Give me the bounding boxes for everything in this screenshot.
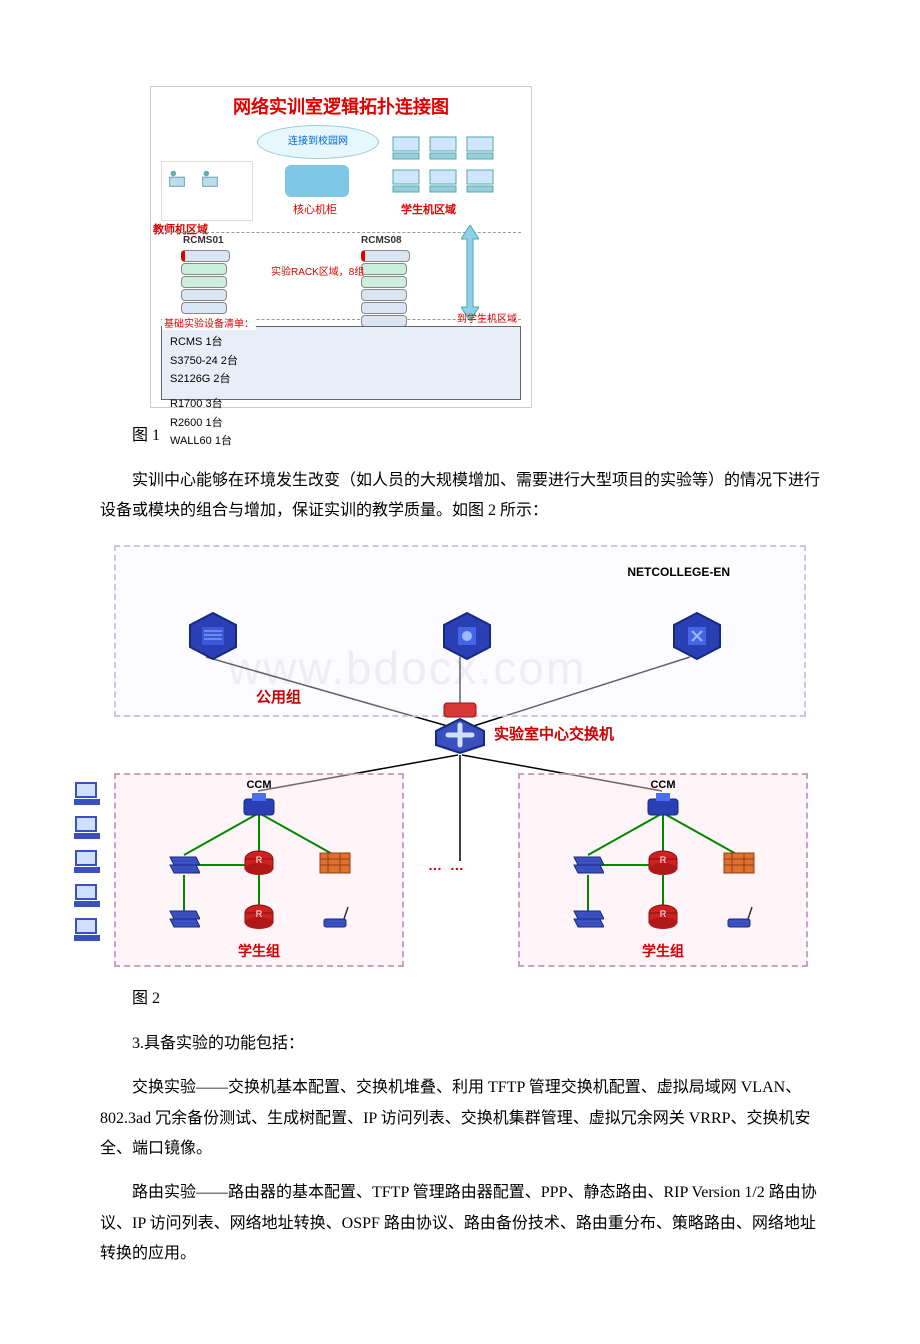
student-group-inner: R R bbox=[116, 775, 402, 965]
svg-text:R: R bbox=[660, 909, 667, 919]
pc-rack-icon bbox=[428, 135, 458, 164]
equipment-col-left: RCMS 1台 S3750-24 2台 S2126G 2台 bbox=[162, 327, 342, 389]
paragraph-routing: 路由实验——路由器的基本配置、TFTP 管理路由器配置、PPP、静态路由、RIP… bbox=[100, 1178, 820, 1269]
campus-cloud: 连接到校园网 bbox=[257, 125, 379, 159]
server-node-icon bbox=[186, 609, 240, 663]
equipment-row: S2126G 2台 bbox=[170, 370, 342, 389]
switch-icon bbox=[570, 847, 604, 877]
equipment-table: 基础实验设备清单： RCMS 1台 S3750-24 2台 S2126G 2台 … bbox=[161, 326, 521, 400]
figure-1: 网络实训室逻辑拓扑连接图 连接到校园网 教师机区域 核心机柜 bbox=[150, 86, 820, 408]
equipment-row: RCMS 1台 bbox=[170, 333, 342, 352]
equipment-row: WALL60 1台 bbox=[170, 432, 342, 451]
to-student-label: 到学生机区域 bbox=[457, 310, 517, 325]
pc-rack-icon bbox=[465, 168, 495, 197]
center-switch-label: 实验室中心交换机 bbox=[494, 723, 614, 744]
pc-icon bbox=[72, 781, 102, 809]
figure-1-rack-area: RCMS01 RCMS08 实验RACK区域，8组 到学生机区域 bbox=[161, 232, 521, 320]
ap-icon bbox=[722, 901, 756, 931]
ccm-switch-icon bbox=[646, 791, 680, 821]
ellipsis: … … bbox=[428, 857, 466, 873]
figure-2-caption: 图 2 bbox=[100, 983, 820, 1015]
figure-2-diagram: www.bdocx.com NETCOLLEGE-EN 公用组 bbox=[108, 541, 808, 971]
student-group-label: 学生组 bbox=[642, 941, 684, 961]
pc-icon bbox=[72, 917, 102, 945]
pc-icon bbox=[72, 815, 102, 843]
pc-column bbox=[72, 775, 102, 951]
paragraph-switching: 交换实验——交换机基本配置、交换机堆叠、利用 TFTP 管理交换机配置、虚拟局域… bbox=[100, 1073, 820, 1164]
router-icon: R bbox=[646, 847, 680, 877]
equipment-row: R1700 3台 bbox=[170, 395, 342, 414]
paragraph-1: 实训中心能够在环境发生改变（如人员的大规模增加、需要进行大型项目的实验等）的情况… bbox=[100, 466, 820, 527]
rack-area-label: 实验RACK区域，8组 bbox=[271, 263, 364, 278]
student-group-inner: R R bbox=[520, 775, 806, 965]
svg-text:R: R bbox=[660, 855, 667, 865]
pc-icon bbox=[72, 849, 102, 877]
switch-icon bbox=[166, 847, 200, 877]
student-group-right: CCM R bbox=[518, 773, 808, 967]
public-group-label: 公用组 bbox=[256, 686, 301, 707]
server-node-icon bbox=[440, 609, 494, 663]
firewall-icon bbox=[318, 847, 352, 877]
svg-text:R: R bbox=[256, 855, 263, 865]
ccm-switch-icon bbox=[242, 791, 276, 821]
public-group-box: NETCOLLEGE-EN 公用组 bbox=[114, 545, 806, 717]
document-page: 网络实训室逻辑拓扑连接图 连接到校园网 教师机区域 核心机柜 bbox=[0, 0, 920, 1344]
pc-rack-icon bbox=[391, 135, 421, 164]
pc-rack-icon bbox=[428, 168, 458, 197]
teacher-area-box bbox=[161, 161, 253, 221]
router-icon: R bbox=[242, 901, 276, 931]
equipment-col-right: R1700 3台 R2600 1台 WALL60 1台 bbox=[162, 389, 342, 451]
figure-1-top-area: 连接到校园网 教师机区域 核心机柜 bbox=[151, 123, 531, 228]
switch-icon bbox=[570, 901, 604, 931]
switch-icon bbox=[166, 901, 200, 931]
student-group-left: CCM R bbox=[114, 773, 404, 967]
figure-1-title: 网络实训室逻辑拓扑连接图 bbox=[151, 87, 531, 123]
router-icon: R bbox=[646, 901, 680, 931]
core-switch-icon bbox=[285, 165, 349, 197]
router-icon: R bbox=[242, 847, 276, 877]
teacher-icon bbox=[166, 168, 188, 190]
core-switch-label: 核心机柜 bbox=[293, 201, 337, 217]
equipment-row: R2600 1台 bbox=[170, 414, 342, 433]
student-pc-area bbox=[389, 133, 521, 197]
section-3-heading: 3.具备实验的功能包括： bbox=[100, 1029, 820, 1059]
pc-icon bbox=[72, 883, 102, 911]
rcms08-label: RCMS08 bbox=[361, 235, 402, 246]
pc-rack-icon bbox=[465, 135, 495, 164]
equipment-title: 基础实验设备清单： bbox=[162, 315, 256, 330]
updown-arrow-icon bbox=[461, 225, 479, 321]
pc-rack-icon bbox=[391, 168, 421, 197]
netcollege-label: NETCOLLEGE-EN bbox=[627, 565, 730, 579]
server-node-icon bbox=[670, 609, 724, 663]
student-group-label: 学生组 bbox=[238, 941, 280, 961]
svg-text:R: R bbox=[256, 909, 263, 919]
equipment-row: S3750-24 2台 bbox=[170, 352, 342, 371]
student-area-label: 学生机区域 bbox=[401, 201, 456, 217]
center-switch-icon bbox=[432, 701, 488, 755]
ap-icon bbox=[318, 901, 352, 931]
firewall-icon bbox=[722, 847, 756, 877]
figure-1-diagram: 网络实训室逻辑拓扑连接图 连接到校园网 教师机区域 核心机柜 bbox=[150, 86, 532, 408]
teacher-icon bbox=[199, 168, 221, 190]
rcms01-label: RCMS01 bbox=[183, 235, 224, 246]
rack-stack-icon bbox=[361, 249, 407, 328]
